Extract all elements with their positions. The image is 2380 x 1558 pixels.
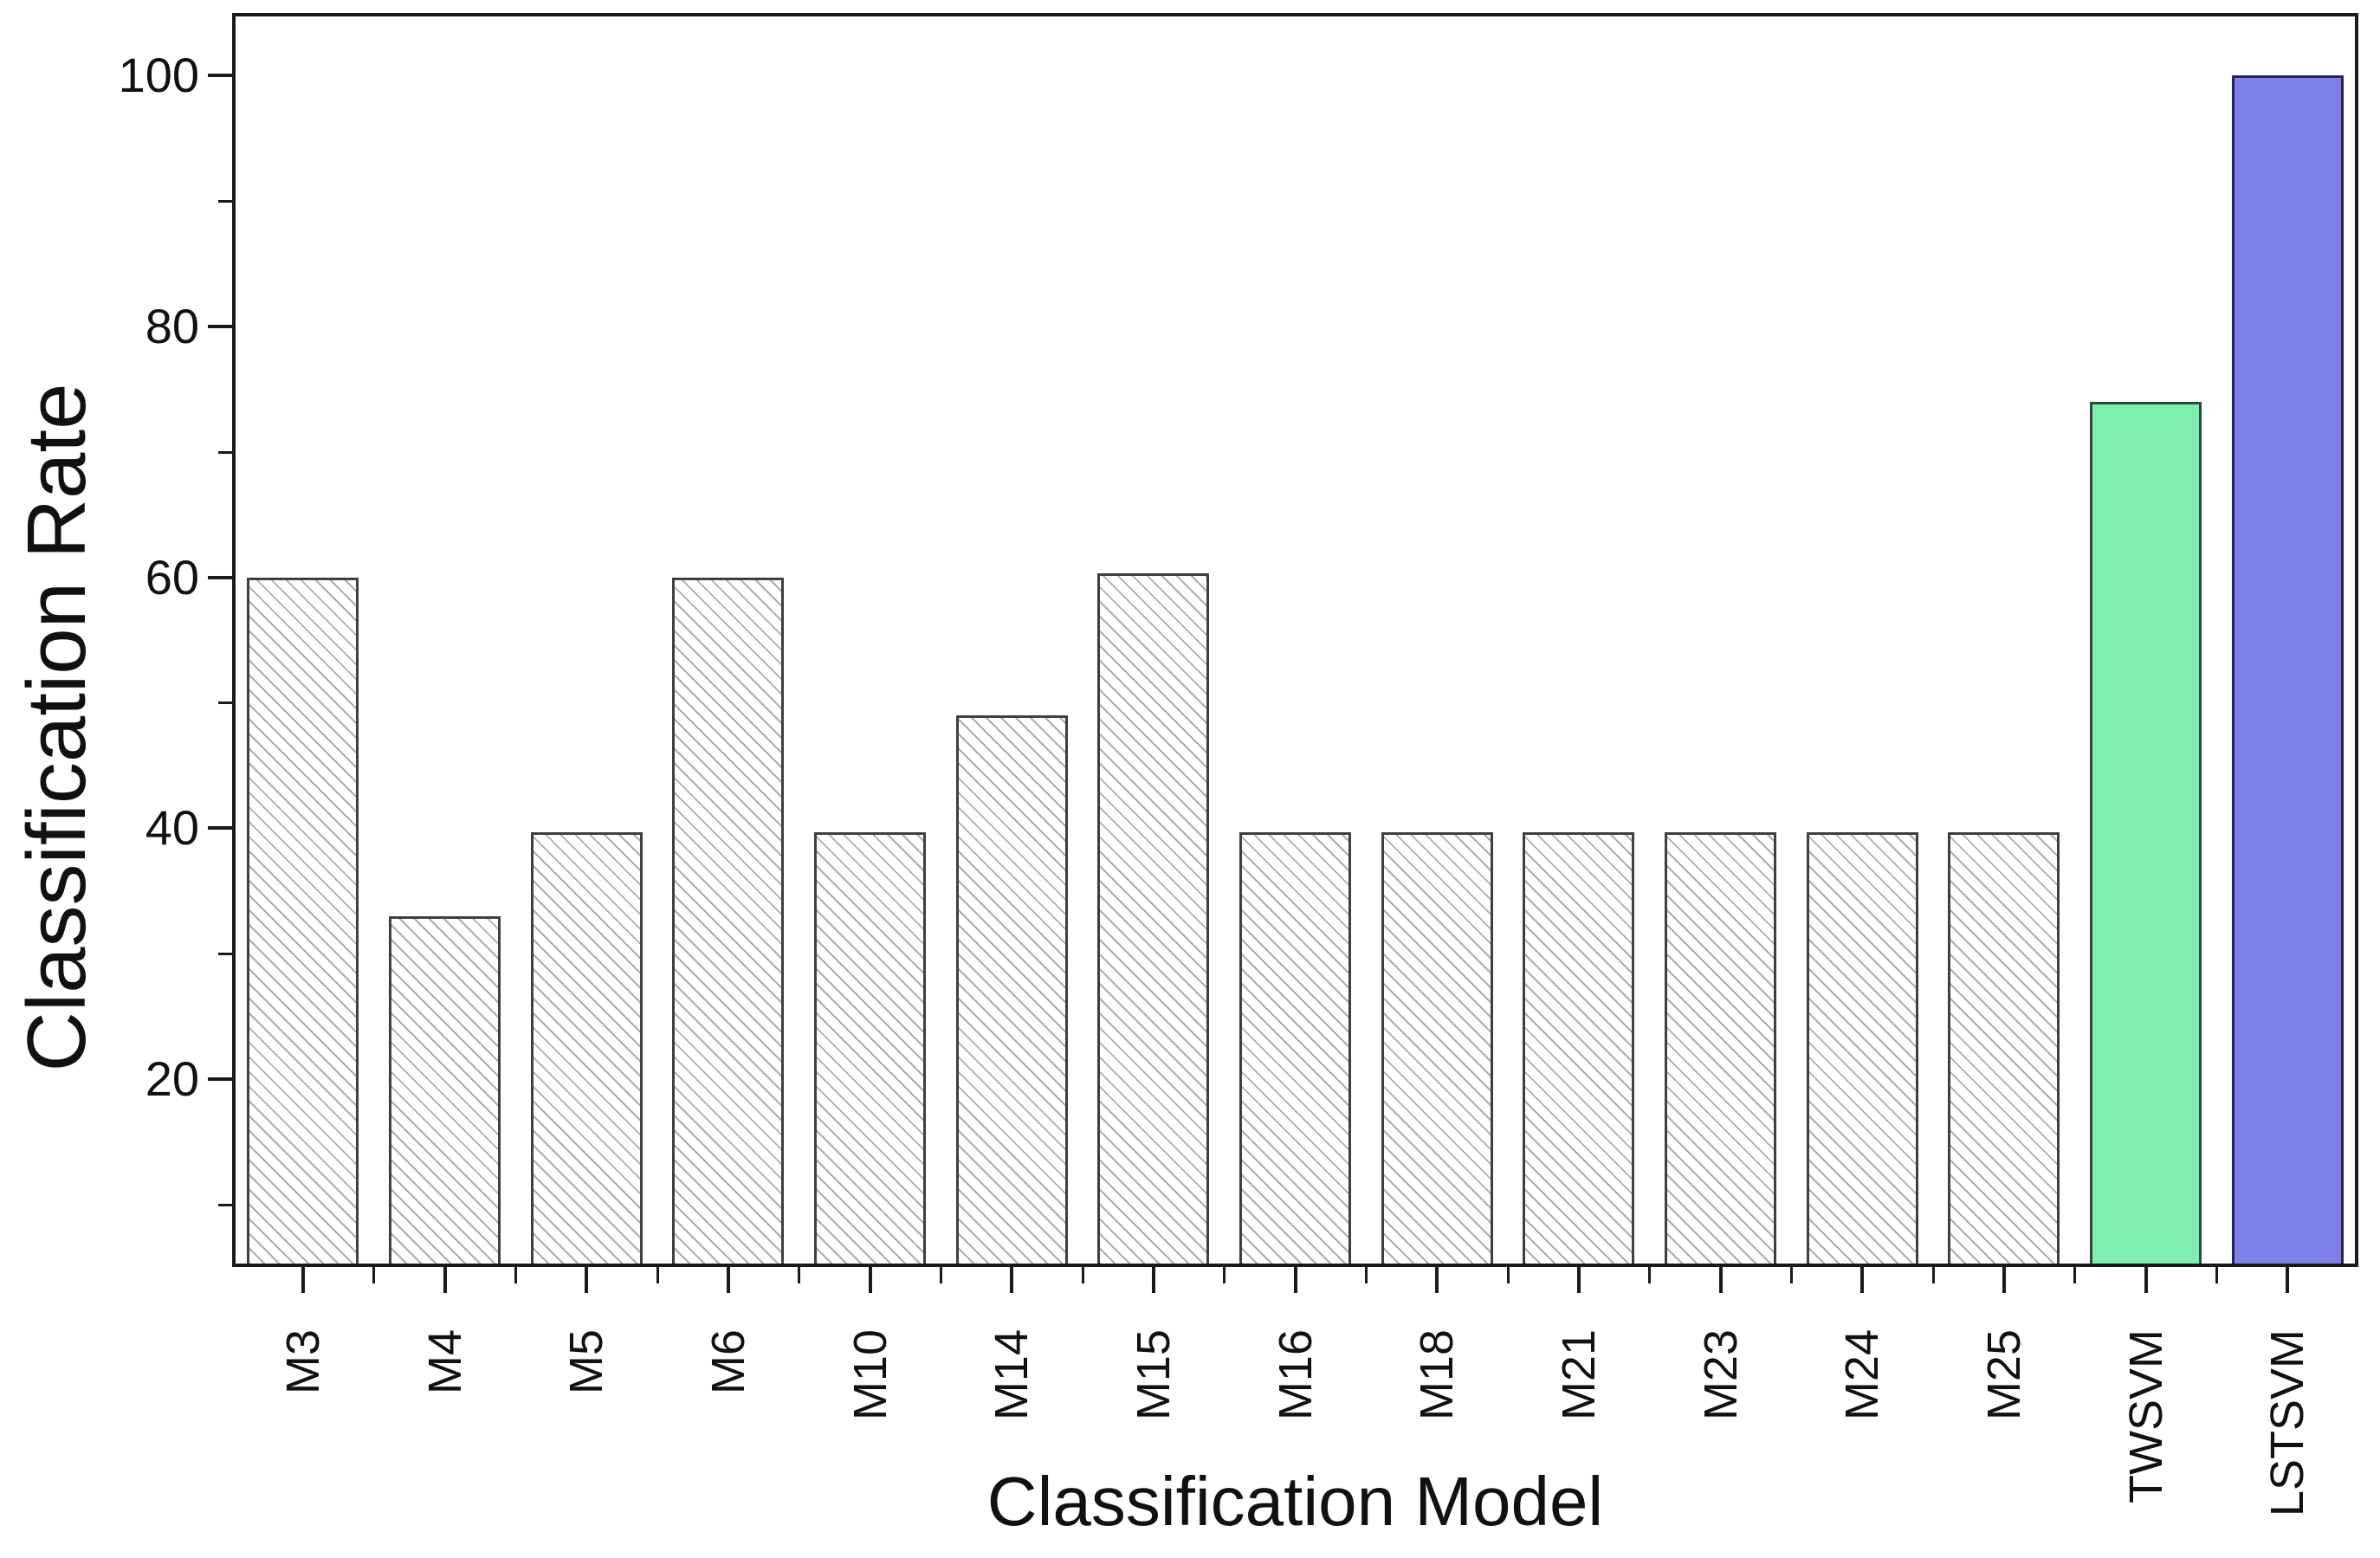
x-major-tick-M4 xyxy=(443,1267,447,1293)
x-minor-tick xyxy=(1790,1267,1793,1283)
bar-TWSVM xyxy=(2090,402,2202,1267)
x-minor-tick xyxy=(2073,1267,2076,1283)
x-minor-tick xyxy=(1507,1267,1510,1283)
x-minor-tick xyxy=(514,1267,517,1283)
x-major-tick-M23 xyxy=(1719,1267,1723,1293)
y-major-tick-40 xyxy=(208,826,232,830)
x-major-tick-M6 xyxy=(727,1267,730,1293)
y-minor-tick-30 xyxy=(218,952,232,955)
x-minor-tick xyxy=(372,1267,375,1283)
x-major-tick-M15 xyxy=(1152,1267,1155,1293)
bar-LSTSVM xyxy=(2232,75,2344,1267)
x-major-tick-M25 xyxy=(2002,1267,2006,1293)
y-tick-label-80: 80 xyxy=(145,299,199,353)
x-minor-tick xyxy=(656,1267,659,1283)
bar-M23 xyxy=(1665,832,1776,1267)
bar-M15 xyxy=(1097,573,1209,1267)
x-major-tick-M21 xyxy=(1577,1267,1581,1293)
bar-M6 xyxy=(672,578,784,1267)
x-minor-tick xyxy=(798,1267,800,1283)
x-tick-label-M4: M4 xyxy=(419,1329,471,1395)
x-major-tick-LSTSVM xyxy=(2286,1267,2289,1293)
bar-M4 xyxy=(389,916,501,1267)
y-axis-title: Classification Rate xyxy=(10,383,103,1072)
x-tick-label-M23: M23 xyxy=(1695,1329,1747,1421)
y-minor-tick-90 xyxy=(218,199,232,203)
x-major-tick-M24 xyxy=(1860,1267,1864,1293)
x-major-tick-M3 xyxy=(301,1267,305,1293)
x-major-tick-M5 xyxy=(585,1267,588,1293)
x-tick-label-M24: M24 xyxy=(1836,1329,1888,1421)
y-minor-tick-10 xyxy=(218,1203,232,1206)
y-tick-label-40: 40 xyxy=(145,800,199,855)
bar-M3 xyxy=(247,578,359,1267)
bar-M21 xyxy=(1523,832,1634,1267)
bar-M5 xyxy=(531,832,643,1267)
x-tick-label-M14: M14 xyxy=(986,1329,1038,1421)
y-tick-label-100: 100 xyxy=(118,48,199,102)
x-major-tick-M10 xyxy=(869,1267,872,1293)
bar-M25 xyxy=(1948,832,2060,1267)
x-minor-tick xyxy=(1365,1267,1368,1283)
x-axis-title: Classification Model xyxy=(986,1463,1604,1540)
x-tick-label-M15: M15 xyxy=(1128,1329,1180,1421)
x-major-tick-M14 xyxy=(1010,1267,1013,1293)
x-minor-tick xyxy=(1648,1267,1651,1283)
y-major-tick-20 xyxy=(208,1077,232,1081)
x-major-tick-M18 xyxy=(1435,1267,1439,1293)
bar-M14 xyxy=(956,715,1068,1267)
x-tick-label-LSTSVM: LSTSVM xyxy=(2261,1329,2313,1517)
x-minor-tick xyxy=(2215,1267,2218,1283)
x-minor-tick xyxy=(940,1267,942,1283)
x-tick-label-TWSVM: TWSVM xyxy=(2120,1329,2172,1503)
y-major-tick-100 xyxy=(208,74,232,77)
x-major-tick-TWSVM xyxy=(2144,1267,2148,1293)
x-tick-label-M6: M6 xyxy=(702,1329,754,1395)
x-minor-tick xyxy=(1932,1267,1935,1283)
x-tick-label-M18: M18 xyxy=(1411,1329,1463,1421)
bar-M16 xyxy=(1239,832,1351,1267)
y-tick-label-60: 60 xyxy=(145,550,199,604)
bar-M10 xyxy=(814,832,926,1267)
x-tick-label-M3: M3 xyxy=(277,1329,329,1395)
x-major-tick-M16 xyxy=(1294,1267,1297,1293)
x-tick-label-M16: M16 xyxy=(1270,1329,1322,1421)
bar-M18 xyxy=(1381,832,1493,1267)
y-tick-label-20: 20 xyxy=(145,1051,199,1106)
y-major-tick-60 xyxy=(208,576,232,579)
x-tick-label-M5: M5 xyxy=(560,1329,612,1395)
x-tick-label-M21: M21 xyxy=(1553,1329,1605,1421)
x-minor-tick xyxy=(1223,1267,1226,1283)
y-major-tick-80 xyxy=(208,325,232,328)
y-minor-tick-50 xyxy=(218,701,232,704)
x-minor-tick xyxy=(1082,1267,1084,1283)
x-tick-label-M10: M10 xyxy=(844,1329,896,1421)
x-tick-label-M25: M25 xyxy=(1978,1329,2030,1421)
y-minor-tick-70 xyxy=(218,450,232,454)
bar-M24 xyxy=(1807,832,1918,1267)
